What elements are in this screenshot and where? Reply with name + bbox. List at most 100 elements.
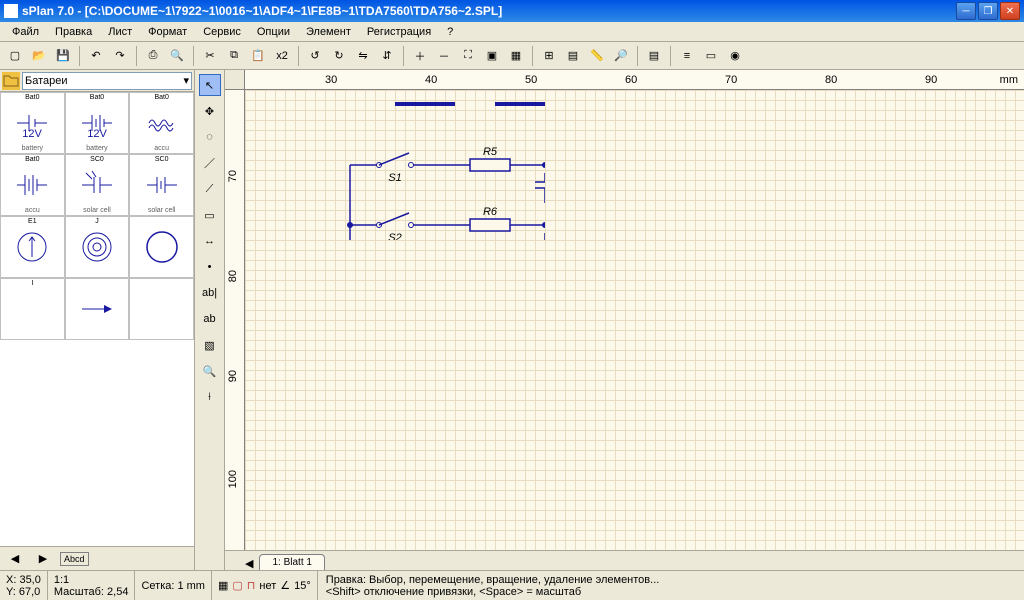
- svg-text:S1: S1: [388, 172, 401, 184]
- open-button[interactable]: 📂: [28, 45, 50, 67]
- component-circ-arrow[interactable]: E1: [0, 216, 65, 278]
- close-button[interactable]: ✕: [1000, 2, 1020, 20]
- angle-icon[interactable]: ∠: [280, 579, 290, 592]
- status-message: Правка: Выбор, перемещение, вращение, уд…: [318, 574, 1024, 598]
- tool-lasso[interactable]: ◌: [199, 126, 221, 148]
- tool-dim[interactable]: ↔: [199, 230, 221, 252]
- save-button[interactable]: 💾: [52, 45, 74, 67]
- measure-button[interactable]: 📏: [586, 45, 608, 67]
- tool-pointer[interactable]: ↖: [199, 74, 221, 96]
- ic-button[interactable]: ▭: [700, 45, 722, 67]
- mirror-h-button[interactable]: ⇋: [352, 45, 374, 67]
- new-button[interactable]: ▢: [4, 45, 26, 67]
- status-msg-2: <Shift> отключение привязки, <Space> = м…: [326, 586, 1016, 598]
- status-tool-icons: ▦ ▢ ⊓ нет ∠ 15°: [212, 571, 318, 600]
- zoom-in-button[interactable]: ＋: [409, 45, 431, 67]
- copy-button[interactable]: ⧉: [223, 45, 245, 67]
- zoom-page-button[interactable]: ▣: [481, 45, 503, 67]
- menu-элемент[interactable]: Элемент: [298, 24, 359, 40]
- zoom-sel-button[interactable]: ▦: [505, 45, 527, 67]
- menu-правка[interactable]: Правка: [47, 24, 100, 40]
- layers-button[interactable]: ▤: [643, 45, 665, 67]
- redo-button[interactable]: ↷: [109, 45, 131, 67]
- svg-text:S2: S2: [388, 232, 401, 240]
- menu-сервис[interactable]: Сервис: [195, 24, 249, 40]
- menu-?[interactable]: ?: [439, 24, 461, 40]
- menu-формат[interactable]: Формат: [140, 24, 195, 40]
- menu-опции[interactable]: Опции: [249, 24, 298, 40]
- component-battery[interactable]: Bat012Vbattery: [65, 92, 130, 154]
- component-accu[interactable]: Bat0accu: [129, 92, 194, 154]
- svg-text:12V: 12V: [87, 128, 107, 140]
- tool-poly[interactable]: ⟋: [199, 178, 221, 200]
- lib-left-icon[interactable]: ◀: [4, 548, 26, 570]
- component-circ-big[interactable]: [129, 216, 194, 278]
- snap-label: нет: [259, 580, 276, 592]
- menu-файл[interactable]: Файл: [4, 24, 47, 40]
- rotate-l-button[interactable]: ↺: [304, 45, 326, 67]
- tool-palette: ↖ ✥ ◌ ／ ⟋ ▭ ↔ • ab| ab ▧ 🔍 ⟊: [195, 70, 225, 570]
- library-combo-text: Батареи: [25, 75, 68, 87]
- clone-button[interactable]: x2: [271, 45, 293, 67]
- tool-measure[interactable]: ⟊: [199, 386, 221, 408]
- folder-icon[interactable]: [2, 72, 20, 90]
- status-scale-val: Масштаб: 2,54: [54, 586, 129, 598]
- cut-button[interactable]: ✂: [199, 45, 221, 67]
- status-grid: Сетка: 1 mm: [135, 571, 212, 600]
- statusbar: X: 35,0 Y: 67,0 1:1 Масштаб: 2,54 Сетка:…: [0, 570, 1024, 600]
- lib-right-icon[interactable]: ▶: [32, 548, 54, 570]
- component-circ-rings[interactable]: J: [65, 216, 130, 278]
- canvas-area: 30405060708090100110120130mm 70809010011…: [225, 70, 1024, 570]
- find-button[interactable]: 🔎: [610, 45, 632, 67]
- component-grid: Bat012VbatteryBat012VbatteryBat0accuBat0…: [0, 92, 194, 546]
- snap-button[interactable]: ▤: [562, 45, 584, 67]
- tab-prev-icon[interactable]: ◀: [245, 557, 253, 570]
- drawing-canvas[interactable]: TDA75604ST-BY22MUTE11IN112IN215IN314IN4S…: [245, 90, 1024, 550]
- magnet-icon[interactable]: ⊓: [247, 579, 256, 592]
- grid-icon[interactable]: ▦: [218, 579, 228, 592]
- tool-line[interactable]: ／: [199, 152, 221, 174]
- maximize-button[interactable]: ❐: [978, 2, 998, 20]
- tool-text-frame[interactable]: ab: [199, 308, 221, 330]
- status-y: Y: 67,0: [6, 586, 41, 598]
- component-blank[interactable]: [129, 278, 194, 340]
- led-button[interactable]: ◉: [724, 45, 746, 67]
- tool-text[interactable]: ab|: [199, 282, 221, 304]
- menu-регистрация[interactable]: Регистрация: [359, 24, 439, 40]
- snap-icon[interactable]: ▢: [232, 579, 242, 592]
- preview-button[interactable]: 🔍: [166, 45, 188, 67]
- tool-zoom[interactable]: 🔍: [199, 360, 221, 382]
- undo-button[interactable]: ↶: [85, 45, 107, 67]
- component-arrow-r[interactable]: [65, 278, 130, 340]
- component-solar cell[interactable]: SC0solar cell: [65, 154, 130, 216]
- zoom-out-button[interactable]: －: [433, 45, 455, 67]
- lib-abcd-icon[interactable]: Abcd: [60, 552, 89, 566]
- sheet-tab[interactable]: 1: Blatt 1: [259, 554, 324, 570]
- menu-лист[interactable]: Лист: [100, 24, 140, 40]
- status-msg-1: Правка: Выбор, перемещение, вращение, уд…: [326, 574, 1016, 586]
- schematic-svg: TDA75604ST-BY22MUTE11IN112IN215IN314IN4S…: [245, 90, 545, 240]
- component-blank[interactable]: I: [0, 278, 65, 340]
- svg-text:R6: R6: [483, 206, 498, 218]
- paste-button[interactable]: 📋: [247, 45, 269, 67]
- tool-rect[interactable]: ▭: [199, 204, 221, 226]
- ruler-horizontal: 30405060708090100110120130mm: [245, 70, 1024, 90]
- titlebar-text: sPlan 7.0 - [C:\DOCUME~1\7922~1\0016~1\A…: [22, 4, 956, 18]
- tool-image[interactable]: ▧: [199, 334, 221, 356]
- mirror-v-button[interactable]: ⇵: [376, 45, 398, 67]
- print-button[interactable]: ⎙: [142, 45, 164, 67]
- props-button[interactable]: ≡: [676, 45, 698, 67]
- titlebar: sPlan 7.0 - [C:\DOCUME~1\7922~1\0016~1\A…: [0, 0, 1024, 22]
- grid-button[interactable]: ⊞: [538, 45, 560, 67]
- rotate-r-button[interactable]: ↻: [328, 45, 350, 67]
- component-solar cell[interactable]: SC0solar cell: [129, 154, 194, 216]
- minimize-button[interactable]: ─: [956, 2, 976, 20]
- library-combo[interactable]: Батареи ▾: [22, 72, 192, 90]
- component-battery[interactable]: Bat012Vbattery: [0, 92, 65, 154]
- svg-text:R5: R5: [483, 146, 498, 158]
- tool-node[interactable]: •: [199, 256, 221, 278]
- tool-pan[interactable]: ✥: [199, 100, 221, 122]
- angle-label: 15°: [294, 580, 311, 592]
- zoom-fit-button[interactable]: ⛶: [457, 45, 479, 67]
- component-accu[interactable]: Bat0accu: [0, 154, 65, 216]
